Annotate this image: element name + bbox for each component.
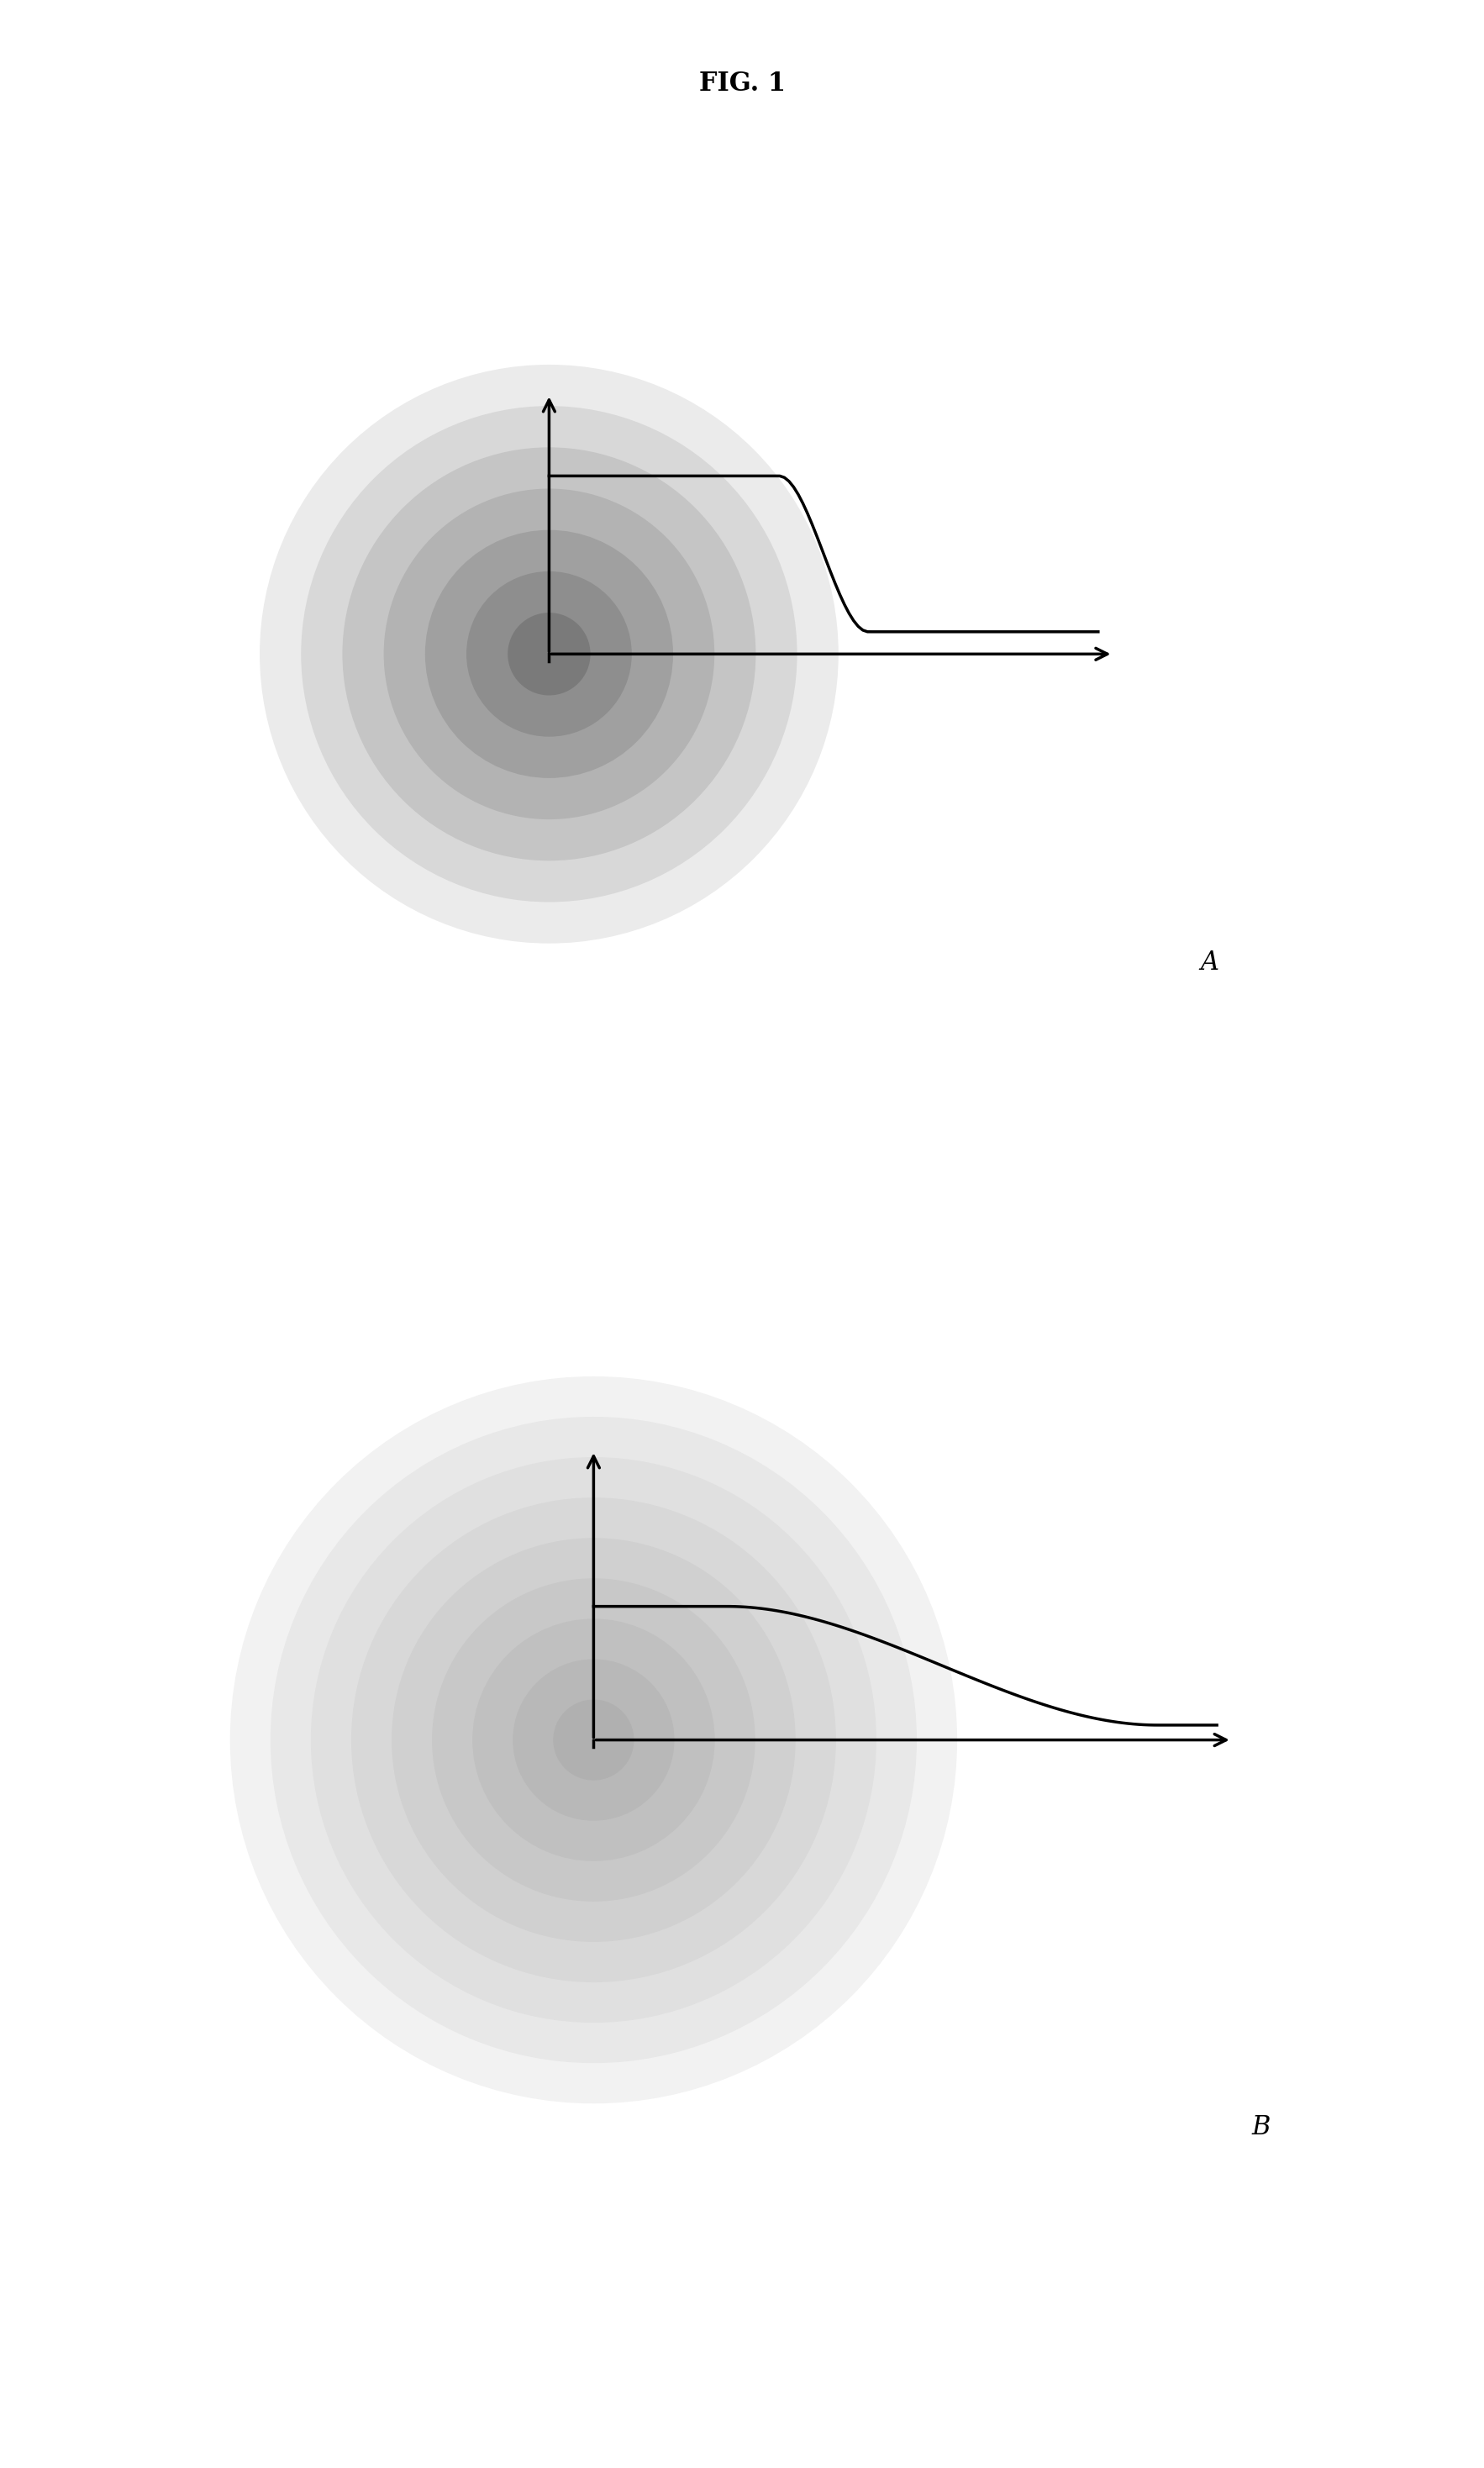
- Ellipse shape: [230, 1377, 957, 2103]
- Ellipse shape: [310, 1456, 877, 2024]
- Ellipse shape: [392, 1538, 795, 1942]
- Ellipse shape: [270, 1417, 917, 2063]
- Ellipse shape: [432, 1580, 755, 1900]
- Ellipse shape: [343, 447, 755, 861]
- Ellipse shape: [554, 1700, 634, 1779]
- Ellipse shape: [260, 365, 838, 943]
- Ellipse shape: [466, 570, 632, 738]
- Ellipse shape: [472, 1619, 715, 1861]
- Ellipse shape: [384, 489, 714, 819]
- Ellipse shape: [513, 1658, 674, 1821]
- Ellipse shape: [301, 405, 797, 903]
- Text: B: B: [1252, 2115, 1270, 2140]
- Ellipse shape: [352, 1498, 835, 1982]
- Text: A: A: [1201, 950, 1218, 975]
- Ellipse shape: [424, 531, 674, 777]
- Text: FIG. 1: FIG. 1: [699, 72, 785, 96]
- Ellipse shape: [508, 612, 591, 696]
